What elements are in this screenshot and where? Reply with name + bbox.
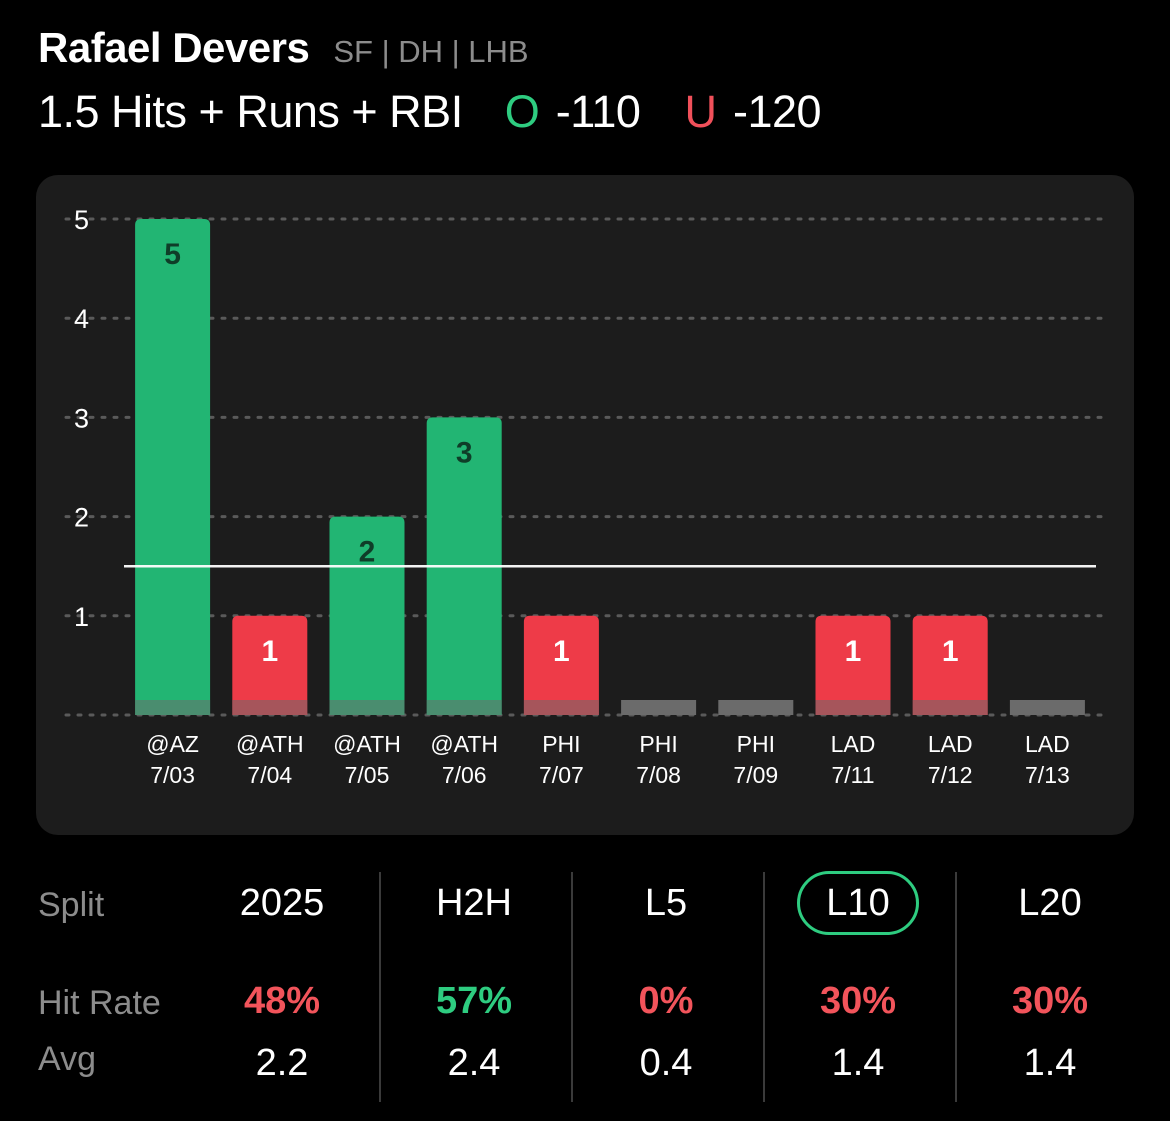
x-tick-team: @ATH bbox=[430, 731, 498, 757]
bar-base bbox=[329, 700, 405, 715]
avg-value: 0.4 bbox=[639, 1042, 693, 1084]
bar-zero bbox=[718, 700, 794, 715]
split-row-label: Split bbox=[38, 886, 105, 924]
bar bbox=[523, 615, 599, 715]
bar bbox=[232, 615, 308, 715]
game-log-chart: 1 2 3 4 5 5 @AZ 7/03 1 @ATH 7/04 2 @ATH 7/05 3 @ATH 7/06… bbox=[36, 175, 1134, 835]
x-tick-team: @ATH bbox=[236, 731, 304, 757]
x-tick-date: 7/13 bbox=[1025, 762, 1070, 788]
split-tab-l20[interactable]: L20 bbox=[1018, 882, 1082, 924]
x-tick-team: LAD bbox=[831, 731, 876, 757]
splits-table: Split Hit Rate Avg 2025 48% 2.2 H2H 57% 2.4 L5… bbox=[0, 868, 1170, 1108]
x-tick-team: PHI bbox=[542, 731, 580, 757]
avg-value: 2.4 bbox=[447, 1042, 501, 1084]
x-tick-date: 7/07 bbox=[539, 762, 584, 788]
hit-rate-value: 48% bbox=[243, 980, 321, 1022]
under-icon: U bbox=[684, 86, 717, 137]
header: Rafael Devers SF | DH | LHB 1.5 Hits + R… bbox=[38, 24, 1138, 138]
over-odds-value: -110 bbox=[555, 86, 641, 137]
bar-zero bbox=[1009, 700, 1085, 715]
under-odds[interactable]: U -120 bbox=[684, 86, 821, 138]
player-name: Rafael Devers bbox=[38, 24, 310, 71]
bar-base bbox=[232, 700, 308, 715]
x-tick-team: @ATH bbox=[333, 731, 401, 757]
y-tick-label: 1 bbox=[74, 602, 89, 632]
x-tick-team: PHI bbox=[639, 731, 677, 757]
bar-base bbox=[426, 700, 502, 715]
x-tick-team: LAD bbox=[1025, 731, 1070, 757]
bar-base bbox=[815, 700, 891, 715]
bar-value-label: 1 bbox=[845, 635, 862, 668]
over-odds[interactable]: O -110 bbox=[505, 86, 641, 138]
avg-value: 1.4 bbox=[831, 1042, 885, 1084]
player-meta: SF | DH | LHB bbox=[333, 34, 529, 69]
column-divider bbox=[571, 872, 573, 1102]
bar-value-label: 3 bbox=[456, 436, 473, 469]
bar-chart: 1 2 3 4 5 5 @AZ 7/03 1 @ATH 7/04 2 @ATH 7/05 3 @ATH 7/06… bbox=[64, 205, 1104, 788]
x-tick-date: 7/08 bbox=[636, 762, 681, 788]
x-tick-team: @AZ bbox=[146, 731, 199, 757]
player-title-row: Rafael Devers SF | DH | LHB bbox=[38, 24, 1138, 72]
split-tab-l5[interactable]: L5 bbox=[644, 882, 688, 924]
split-column-2025: 2025 48% 2.2 bbox=[187, 868, 377, 1108]
column-divider bbox=[763, 872, 765, 1102]
split-tab-h2h[interactable]: H2H bbox=[435, 882, 513, 924]
hit-rate-value: 0% bbox=[638, 980, 694, 1022]
y-tick-label: 5 bbox=[74, 205, 89, 235]
prop-label: 1.5 Hits + Runs + RBI bbox=[38, 86, 463, 137]
x-tick-team: LAD bbox=[928, 731, 973, 757]
x-tick-date: 7/05 bbox=[345, 762, 390, 788]
column-divider bbox=[379, 872, 381, 1102]
bar-zero bbox=[621, 700, 697, 715]
split-tab-l10[interactable]: L10 bbox=[797, 871, 919, 935]
y-tick-label: 2 bbox=[74, 503, 89, 533]
avg-value: 2.2 bbox=[255, 1042, 309, 1084]
hit-rate-value: 30% bbox=[1011, 980, 1089, 1022]
bar-base bbox=[523, 700, 599, 715]
hit-rate-row-label: Hit Rate bbox=[38, 984, 161, 1022]
avg-value: 1.4 bbox=[1023, 1042, 1077, 1084]
bar-base bbox=[135, 700, 211, 715]
split-column-l5: L5 0% 0.4 bbox=[571, 868, 761, 1108]
avg-row-label: Avg bbox=[38, 1040, 96, 1078]
x-tick-date: 7/12 bbox=[928, 762, 973, 788]
y-tick-label: 4 bbox=[74, 304, 89, 334]
bar bbox=[912, 615, 988, 715]
bar-value-label: 5 bbox=[164, 238, 181, 271]
split-tab-2025[interactable]: 2025 bbox=[239, 882, 325, 924]
x-tick-date: 7/09 bbox=[733, 762, 778, 788]
bar-value-label: 1 bbox=[553, 635, 570, 668]
x-tick-team: PHI bbox=[737, 731, 775, 757]
split-column-l20: L20 30% 1.4 bbox=[955, 868, 1145, 1108]
x-tick-date: 7/04 bbox=[247, 762, 292, 788]
split-column-l10: L10 30% 1.4 bbox=[763, 868, 953, 1108]
over-icon: O bbox=[504, 86, 540, 137]
hit-rate-value: 57% bbox=[435, 980, 513, 1022]
split-column-h2h: H2H 57% 2.4 bbox=[379, 868, 569, 1108]
bar bbox=[815, 615, 891, 715]
x-tick-date: 7/03 bbox=[150, 762, 195, 788]
under-odds-value: -120 bbox=[732, 86, 822, 137]
bar-base bbox=[912, 700, 988, 715]
y-tick-label: 3 bbox=[74, 403, 89, 433]
column-divider bbox=[955, 872, 957, 1102]
x-tick-date: 7/06 bbox=[442, 762, 487, 788]
bar-value-label: 1 bbox=[942, 635, 959, 668]
bar bbox=[135, 219, 211, 715]
hit-rate-value: 30% bbox=[819, 980, 897, 1022]
prop-row: 1.5 Hits + Runs + RBI O -110 U -120 bbox=[38, 86, 1138, 138]
x-tick-date: 7/11 bbox=[831, 762, 874, 788]
bar-value-label: 1 bbox=[261, 635, 278, 668]
bar-value-label: 2 bbox=[359, 536, 376, 569]
